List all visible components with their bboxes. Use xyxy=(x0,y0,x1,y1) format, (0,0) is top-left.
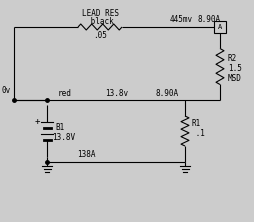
Bar xyxy=(214,21,226,33)
Text: .05: .05 xyxy=(93,30,107,40)
Text: LEAD RES: LEAD RES xyxy=(82,8,119,18)
Text: 445mv: 445mv xyxy=(170,16,193,24)
Text: A: A xyxy=(218,24,222,30)
Text: 138A: 138A xyxy=(77,149,96,159)
Text: 13.8V: 13.8V xyxy=(52,133,75,141)
Text: MSD: MSD xyxy=(228,74,242,83)
Text: red: red xyxy=(58,89,72,97)
Text: 1.5: 1.5 xyxy=(228,64,242,73)
Text: .1: .1 xyxy=(191,129,205,137)
Text: B1: B1 xyxy=(55,123,64,131)
Text: 13.8v: 13.8v xyxy=(105,89,128,97)
Text: 8.90A: 8.90A xyxy=(155,89,178,97)
Text: +: + xyxy=(34,117,40,125)
Text: R1: R1 xyxy=(191,119,200,127)
Text: R2: R2 xyxy=(228,54,237,63)
Text: 0v: 0v xyxy=(2,85,11,95)
Text: 8.90A: 8.90A xyxy=(198,16,221,24)
Text: black: black xyxy=(86,16,114,26)
